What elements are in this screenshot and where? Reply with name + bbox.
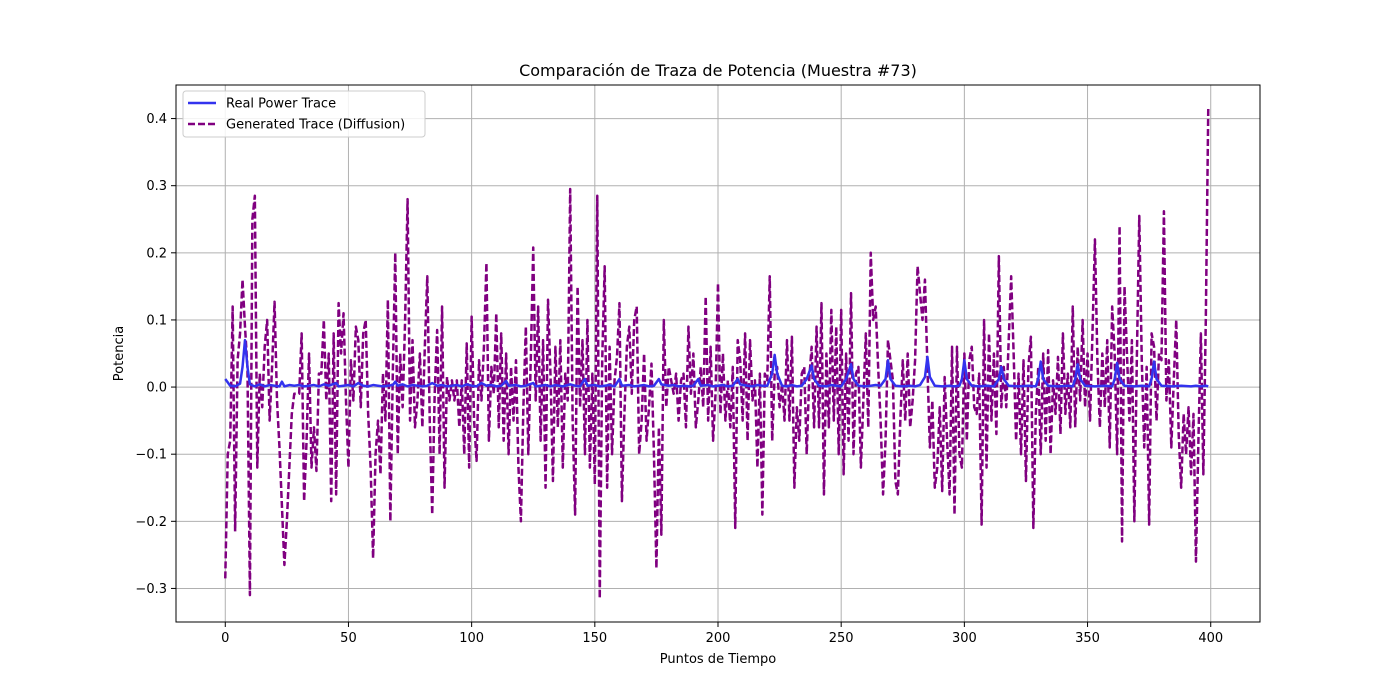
- x-tick-label: 300: [952, 631, 977, 646]
- y-tick-label: 0.0: [146, 381, 167, 396]
- x-tick-label: 50: [340, 631, 357, 646]
- series-line-generated-trace: [224, 108, 1210, 600]
- y-tick-label: 0.1: [146, 313, 167, 328]
- legend: Real Power Trace Generated Trace (Diffus…: [182, 90, 426, 138]
- y-tick-label: 0.4: [146, 112, 167, 127]
- y-tick-label: 0.2: [146, 246, 167, 261]
- legend-label-generated-trace: Generated Trace (Diffusion): [226, 118, 405, 133]
- x-tick-label: 400: [1198, 631, 1223, 646]
- y-tick-label: −0.2: [135, 515, 167, 530]
- series-layer: [224, 108, 1210, 600]
- legend-label-real-power-trace: Real Power Trace: [226, 97, 336, 112]
- x-axis-label: Puntos de Tiempo: [660, 652, 776, 667]
- y-tick-label: 0.3: [146, 179, 167, 194]
- y-axis-label: Potencia: [112, 326, 127, 381]
- x-tick-label: 150: [582, 631, 607, 646]
- legend-box: [182, 90, 426, 138]
- y-tick-label: −0.1: [135, 448, 167, 463]
- x-tick-label: 200: [706, 631, 731, 646]
- x-tick-label: 0: [221, 631, 229, 646]
- x-tick-label: 100: [459, 631, 484, 646]
- series-line-real-power-trace: [224, 338, 1209, 388]
- x-tick-label: 350: [1075, 631, 1100, 646]
- axis-ticks: 0 50 100 150 200 250 300 350 400 −0.3 −0.2 −0.1 0.0 0…: [135, 112, 1223, 646]
- y-tick-label: −0.3: [135, 582, 167, 597]
- chart-title: Comparación de Traza de Potencia (Muestr…: [519, 61, 917, 80]
- x-tick-label: 250: [829, 631, 854, 646]
